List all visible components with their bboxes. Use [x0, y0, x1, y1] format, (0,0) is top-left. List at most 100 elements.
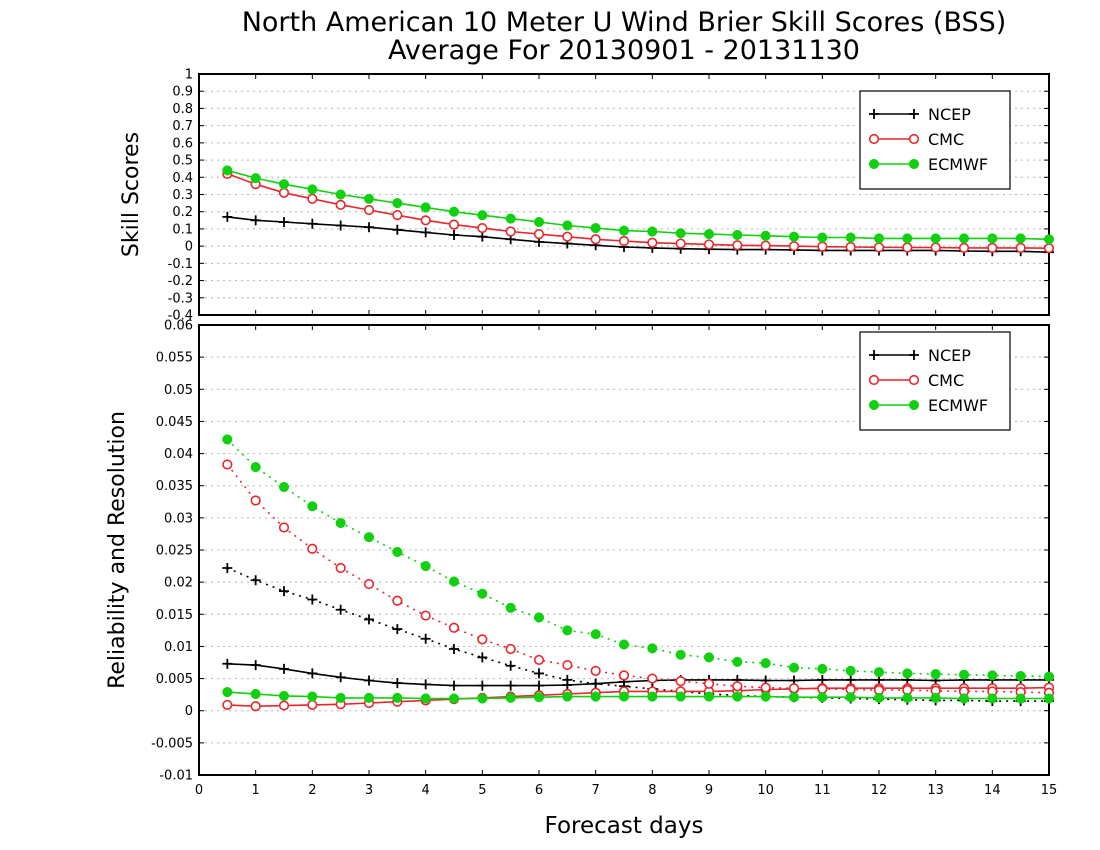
- data-point-ecmwf: [930, 669, 941, 680]
- data-point-ecmwf: [618, 639, 630, 650]
- data-point-ncep: [449, 680, 459, 691]
- y-tick-label: 0.3: [172, 188, 193, 203]
- data-point-ecmwf: [250, 462, 261, 473]
- data-point-ncep: [279, 663, 289, 674]
- legend: NCEP CMC ECMWF: [859, 90, 1011, 190]
- y-tick-label: 0.06: [164, 319, 193, 334]
- data-point-ncep: [505, 660, 516, 671]
- x-tick-label: 12: [871, 783, 888, 798]
- data-point-ecmwf: [618, 691, 630, 702]
- y-tick-label: 0.02: [164, 576, 193, 591]
- data-point-ecmwf: [760, 658, 771, 669]
- x-tick-label: 13: [927, 783, 944, 798]
- legend-label-ncep: NCEP: [928, 105, 971, 124]
- y-tick-label: -0.3: [168, 291, 193, 306]
- data-point-ecmwf: [363, 532, 375, 543]
- chart-title-line-2: Average For 20130901 - 20131130: [388, 35, 860, 66]
- data-point-cmc: [675, 676, 686, 687]
- legend-label-cmc: CMC: [928, 130, 964, 149]
- data-point-cmc: [788, 683, 800, 694]
- data-point-ecmwf: [448, 576, 460, 587]
- y-tick-label: 0: [185, 704, 193, 719]
- data-point-ecmwf: [987, 233, 998, 244]
- data-point-cmc: [448, 219, 460, 230]
- data-point-cmc: [505, 226, 516, 237]
- data-point-ncep: [335, 220, 346, 231]
- y-tick-label: -0.01: [159, 769, 193, 784]
- y-tick-label: 0.03: [164, 511, 193, 526]
- series-markers-cmc-solid: [222, 168, 1055, 254]
- y-tick-label: 0.7: [172, 119, 193, 134]
- data-point-ecmwf: [1015, 233, 1026, 244]
- data-point-ncep: [364, 614, 374, 625]
- data-point-ecmwf: [1015, 693, 1026, 704]
- y-tick-label: 0.4: [172, 171, 193, 186]
- data-point-ecmwf: [448, 206, 460, 217]
- x-tick-label: 15: [1041, 783, 1058, 798]
- data-point-cmc: [363, 204, 375, 216]
- x-tick-label: 2: [308, 783, 316, 798]
- data-point-cmc: [902, 242, 913, 253]
- data-point-ecmwf: [930, 692, 941, 703]
- data-point-ncep: [392, 624, 403, 635]
- y-tick-label: 0.04: [164, 447, 193, 462]
- data-point-ncep: [449, 229, 459, 240]
- data-point-ecmwf: [1043, 234, 1055, 245]
- data-point-ncep: [307, 594, 318, 605]
- data-point-ncep: [392, 678, 403, 689]
- data-point-ecmwf: [278, 481, 290, 493]
- data-point-ncep: [505, 680, 516, 691]
- data-point-cmc: [420, 215, 431, 226]
- y-tick-label: 0.025: [156, 544, 193, 559]
- series-line-ncep-solid: [227, 663, 1049, 687]
- data-point-cmc: [873, 242, 885, 253]
- data-point-ncep: [420, 679, 431, 690]
- data-point-ecmwf: [533, 612, 545, 623]
- data-point-ecmwf: [392, 546, 403, 557]
- data-point-ncep: [562, 674, 573, 685]
- data-point-ecmwf: [958, 669, 970, 680]
- x-tick-label: 5: [478, 783, 486, 798]
- data-point-ecmwf: [1043, 693, 1055, 704]
- data-point-ncep: [279, 217, 289, 228]
- data-point-ecmwf: [845, 232, 856, 243]
- data-point-cmc: [817, 241, 828, 252]
- data-point-ecmwf: [590, 629, 601, 640]
- data-point-ecmwf: [788, 692, 800, 703]
- data-point-cmc: [760, 682, 771, 693]
- legend-marker: [869, 350, 879, 360]
- data-point-ecmwf: [590, 691, 601, 702]
- data-point-ecmwf: [930, 233, 941, 244]
- data-point-cmc: [987, 242, 998, 253]
- data-point-cmc: [618, 670, 630, 681]
- data-point-cmc: [930, 242, 941, 253]
- data-point-ncep: [250, 215, 261, 226]
- chart-title-line-1: North American 10 Meter U Wind Brier Ski…: [242, 7, 1007, 38]
- data-point-ecmwf: [788, 231, 800, 242]
- data-point-ncep: [534, 668, 544, 679]
- data-point-ecmwf: [448, 693, 460, 704]
- plot-frame: [198, 324, 1050, 776]
- data-point-ecmwf: [533, 692, 545, 703]
- data-point-ncep: [279, 586, 289, 597]
- y-tick-label: 0.01: [164, 640, 193, 655]
- data-point-ecmwf: [958, 693, 970, 704]
- series-markers-ncep-solid: [222, 658, 1054, 691]
- data-point-cmc: [647, 673, 658, 684]
- data-point-ncep: [250, 660, 261, 671]
- data-point-ecmwf: [817, 692, 828, 703]
- data-point-cmc: [477, 222, 488, 234]
- data-point-cmc: [222, 699, 233, 711]
- legend-marker: [868, 133, 880, 145]
- data-point-cmc: [278, 187, 290, 198]
- data-point-cmc: [732, 240, 743, 251]
- legend-label-ncep: NCEP: [928, 346, 971, 365]
- legend-marker: [869, 109, 879, 119]
- data-point-ecmwf: [987, 693, 998, 704]
- data-point-cmc: [703, 239, 715, 250]
- data-point-cmc: [533, 228, 545, 240]
- data-point-cmc: [278, 522, 290, 533]
- data-point-ecmwf: [760, 230, 771, 241]
- data-point-cmc: [533, 654, 545, 666]
- y-axis-label: Reliability and Resolution: [105, 411, 130, 689]
